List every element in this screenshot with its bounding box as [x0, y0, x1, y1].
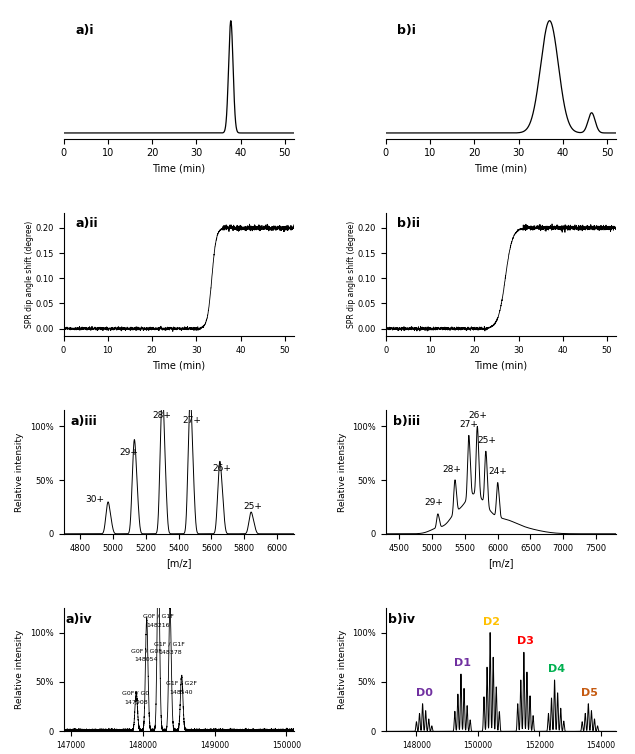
Text: a)iii: a)iii	[70, 415, 97, 428]
Y-axis label: Relative intensity: Relative intensity	[15, 630, 25, 710]
Text: G0F / G1F: G0F / G1F	[143, 614, 173, 619]
Y-axis label: SPR dip angle shift (degree): SPR dip angle shift (degree)	[347, 221, 356, 328]
Text: D3: D3	[517, 636, 534, 646]
X-axis label: [m/z]: [m/z]	[166, 558, 191, 568]
Text: b)iii: b)iii	[392, 415, 420, 428]
X-axis label: Time (min): Time (min)	[152, 164, 205, 174]
Text: 29+: 29+	[120, 449, 138, 458]
Y-axis label: Relative intensity: Relative intensity	[338, 432, 347, 512]
Text: D5: D5	[582, 688, 598, 697]
Text: 25+: 25+	[243, 502, 262, 511]
Text: G1F / G1F: G1F / G1F	[154, 642, 185, 646]
Text: a)i: a)i	[75, 23, 93, 37]
Text: 147908: 147908	[124, 700, 148, 705]
Y-axis label: Relative intensity: Relative intensity	[338, 630, 347, 710]
Text: 29+: 29+	[425, 498, 443, 507]
Text: 27+: 27+	[182, 416, 201, 425]
Y-axis label: SPR dip angle shift (degree): SPR dip angle shift (degree)	[25, 221, 34, 328]
Text: 148216: 148216	[147, 623, 170, 627]
X-axis label: Time (min): Time (min)	[474, 360, 528, 370]
Text: 28+: 28+	[152, 411, 171, 420]
Text: a)ii: a)ii	[75, 217, 98, 231]
Text: D1: D1	[454, 658, 471, 668]
Text: b)ii: b)ii	[398, 217, 420, 231]
Text: G0F / G0F: G0F / G0F	[131, 648, 162, 653]
Text: 28+: 28+	[442, 464, 461, 474]
Text: 24+: 24+	[489, 467, 507, 477]
Text: G1F / G2F: G1F / G2F	[166, 681, 197, 686]
Text: 25+: 25+	[477, 436, 496, 445]
Text: D2: D2	[483, 617, 500, 627]
Y-axis label: Relative intensity: Relative intensity	[15, 432, 25, 512]
Text: 148054: 148054	[135, 657, 158, 662]
Text: b)i: b)i	[398, 23, 416, 37]
X-axis label: [m/z]: [m/z]	[488, 558, 514, 568]
Text: a)iv: a)iv	[66, 613, 93, 626]
X-axis label: Time (min): Time (min)	[474, 164, 528, 174]
Text: G0F / G0: G0F / G0	[123, 691, 150, 696]
Text: 26+: 26+	[469, 411, 487, 420]
Text: D0: D0	[416, 688, 432, 697]
Text: 27+: 27+	[460, 421, 479, 430]
Text: 148540: 148540	[170, 690, 193, 695]
Text: b)iv: b)iv	[388, 613, 415, 626]
X-axis label: Time (min): Time (min)	[152, 360, 205, 370]
Text: 148378: 148378	[158, 650, 182, 655]
Text: 26+: 26+	[212, 464, 231, 474]
Text: D4: D4	[547, 664, 565, 674]
Text: 30+: 30+	[85, 495, 104, 504]
